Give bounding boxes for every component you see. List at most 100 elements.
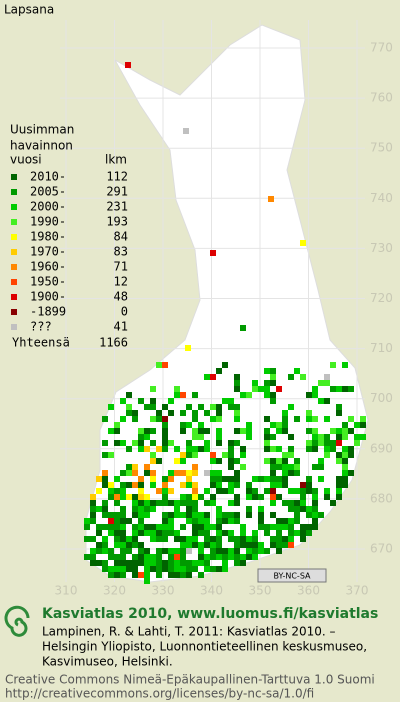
occurrence-square: [210, 500, 216, 506]
occurrence-square: [306, 446, 312, 452]
occurrence-square: [228, 458, 234, 464]
occurrence-square: [210, 494, 216, 500]
occurrence-square: [96, 488, 102, 494]
occurrence-square: [300, 500, 306, 506]
occurrence-square: [192, 518, 198, 524]
legend-count: 291: [106, 185, 128, 199]
occurrence-square: [198, 524, 204, 530]
occurrence-square: [252, 386, 258, 392]
occurrence-square: [324, 398, 330, 404]
occurrence-square: [216, 554, 222, 560]
occurrence-square: [300, 524, 306, 530]
occurrence-square: [276, 422, 282, 428]
occurrence-square: [360, 434, 366, 440]
logo: [4, 605, 30, 637]
occurrence-square: [288, 524, 294, 530]
occurrence-square: [126, 410, 132, 416]
occurrence-square: [108, 404, 114, 410]
occurrence-square: [294, 488, 300, 494]
occurrence-square: [108, 554, 114, 560]
occurrence-square: [102, 560, 108, 566]
occurrence-square: [312, 488, 318, 494]
x-axis-label: 360: [297, 584, 320, 598]
occurrence-square: [348, 452, 354, 458]
occurrence-square: [120, 554, 126, 560]
legend-label: 1980-: [30, 230, 66, 244]
occurrence-square: [204, 560, 210, 566]
occurrence-square: [180, 458, 186, 464]
occurrence-square: [108, 488, 114, 494]
occurrence-square: [234, 518, 240, 524]
occurrence-square: [318, 464, 324, 470]
occurrence-square: [138, 518, 144, 524]
occurrence-square: [114, 476, 120, 482]
occurrence-square: [228, 440, 234, 446]
occurrence-square: [342, 482, 348, 488]
occurrence-square: [132, 482, 138, 488]
occurrence-square: [282, 482, 288, 488]
occurrence-square: [300, 494, 306, 500]
occurrence-square: [132, 536, 138, 542]
legend-label: 1960-: [30, 260, 66, 274]
occurrence-square: [204, 530, 210, 536]
occurrence-square: [156, 458, 162, 464]
occurrence-square: [240, 524, 246, 530]
occurrence-square: [234, 548, 240, 554]
occurrence-square: [318, 398, 324, 404]
occurrence-square: [240, 392, 246, 398]
occurrence-square: [270, 434, 276, 440]
occurrence-square: [174, 560, 180, 566]
license-badge-text: BY-NC-SA: [273, 572, 311, 581]
occurrence-square: [144, 512, 150, 518]
occurrence-square: [185, 345, 191, 351]
occurrence-square: [240, 560, 246, 566]
occurrence-square: [180, 422, 186, 428]
occurrence-square: [186, 572, 192, 578]
x-axis-label: 350: [249, 584, 272, 598]
occurrence-square: [268, 196, 274, 202]
occurrence-square: [276, 458, 282, 464]
occurrence-square: [162, 434, 168, 440]
occurrence-square: [282, 410, 288, 416]
occurrence-square: [258, 386, 264, 392]
occurrence-square: [216, 476, 222, 482]
occurrence-square: [204, 500, 210, 506]
occurrence-square: [132, 464, 138, 470]
occurrence-square: [132, 542, 138, 548]
occurrence-square: [210, 524, 216, 530]
legend-count: 48: [114, 290, 128, 304]
occurrence-square: [288, 530, 294, 536]
occurrence-square: [342, 386, 348, 392]
legend-swatch: [11, 279, 17, 285]
occurrence-square: [192, 524, 198, 530]
occurrence-square: [258, 548, 264, 554]
legend-swatch: [11, 264, 17, 270]
occurrence-square: [246, 548, 252, 554]
occurrence-square: [210, 482, 216, 488]
occurrence-square: [300, 374, 306, 380]
occurrence-square: [354, 434, 360, 440]
occurrence-square: [102, 566, 108, 572]
x-axis-label: 320: [103, 584, 126, 598]
occurrence-square: [150, 470, 156, 476]
occurrence-square: [138, 506, 144, 512]
occurrence-square: [162, 422, 168, 428]
occurrence-square: [312, 428, 318, 434]
occurrence-square: [336, 452, 342, 458]
occurrence-square: [288, 470, 294, 476]
occurrence-square: [162, 404, 168, 410]
occurrence-square: [288, 488, 294, 494]
occurrence-square: [198, 554, 204, 560]
occurrence-square: [144, 446, 150, 452]
occurrence-square: [210, 476, 216, 482]
legend-count: 112: [106, 170, 128, 184]
occurrence-square: [318, 512, 324, 518]
occurrence-square: [264, 368, 270, 374]
occurrence-square: [150, 458, 156, 464]
y-axis-label: 750: [370, 141, 393, 155]
occurrence-square: [228, 548, 234, 554]
occurrence-square: [222, 488, 228, 494]
occurrence-square: [234, 554, 240, 560]
occurrence-square: [138, 446, 144, 452]
